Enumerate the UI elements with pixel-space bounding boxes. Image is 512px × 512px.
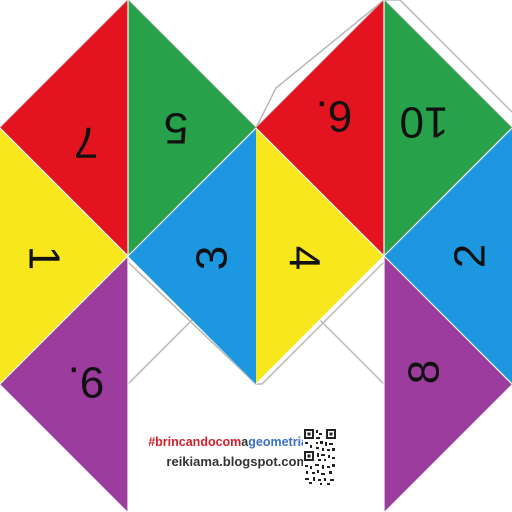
face-yellow-right [256,128,384,384]
face-number-purple-right: 8 [400,360,449,384]
face-blue-right [384,128,512,384]
face-blue-left [128,128,256,384]
face-red-left [0,0,128,256]
face-number-yellow-right: 4 [280,246,329,270]
face-number-green-left: 5 [164,104,188,153]
face-red-right [256,0,384,256]
credit-caption: #brincandocomageometria reikiama.blogspo… [140,432,308,472]
hashtag-com: com [215,435,242,449]
face-number-yellow-left: 1 [20,246,69,270]
blog-url: reikiama.blogspot.com [166,454,308,469]
face-number-purple-left: 9. [68,358,105,407]
face-purple-left [0,256,128,512]
hashtag-line: #brincandocomageometria [140,432,308,452]
face-green-left [128,0,256,256]
qr-code-icon [303,428,337,486]
face-number-blue-right: 2 [446,244,495,268]
hashtag-word: geometria [248,435,308,449]
face-number-blue-left: 3 [188,246,237,270]
face-purple-right [384,256,512,512]
hashtag-a: a [241,435,249,449]
face-green-right [384,0,512,256]
face-number-red-left: 7 [74,118,98,167]
face-yellow-left [0,128,128,384]
hashtag-prefix: #brincando [148,435,216,449]
face-number-red-right: 6. [316,92,353,141]
face-number-green-right: 10 [400,98,449,147]
